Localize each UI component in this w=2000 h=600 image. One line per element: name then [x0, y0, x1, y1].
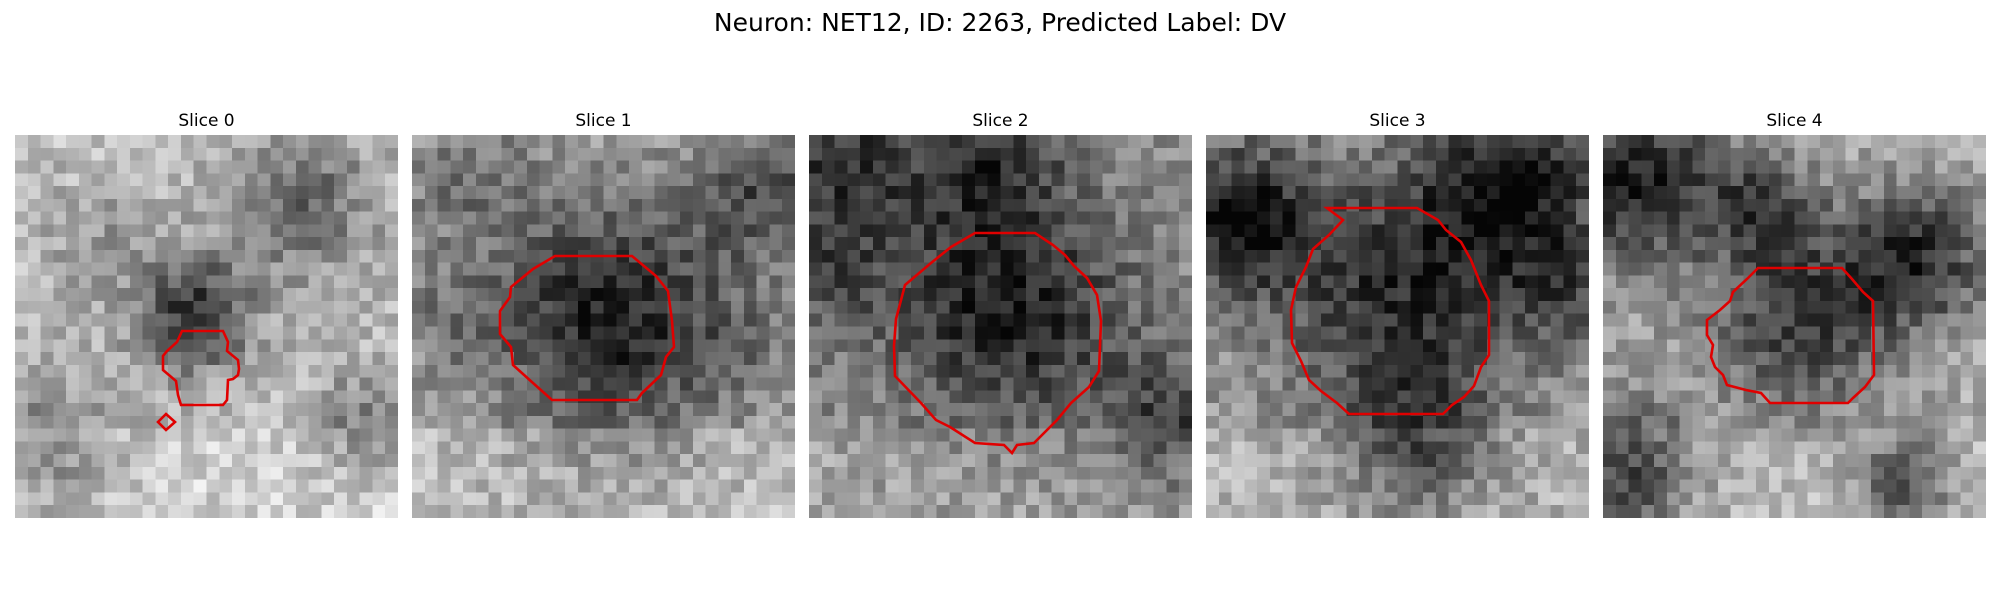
roi-outline [161, 329, 241, 407]
slice-panel-3: Slice 3 [1206, 110, 1589, 518]
slice-title: Slice 0 [178, 111, 235, 131]
figure-title: Neuron: NET12, ID: 2263, Predicted Label… [713, 8, 1287, 37]
slice-title: Slice 4 [1766, 111, 1823, 131]
roi-outline-small [156, 412, 177, 432]
roi-contour [1289, 206, 1491, 416]
roi-outline [1289, 206, 1491, 416]
slice-panel-2: Slice 2 [809, 110, 1192, 518]
roi-contour [156, 329, 241, 432]
roi-contour [498, 254, 676, 402]
slice-panel-4: Slice 4 [1603, 110, 1986, 518]
slice-title: Slice 1 [575, 111, 632, 131]
slice-image [15, 135, 398, 518]
roi-outline [1705, 266, 1876, 405]
roi-contour [892, 231, 1103, 456]
roi-outline [892, 231, 1103, 456]
slice-panel-0: Slice 0 [15, 110, 398, 518]
slice-image [1206, 135, 1589, 518]
slice-image [1603, 135, 1986, 518]
roi-outline [498, 254, 676, 402]
roi-contour [1705, 266, 1876, 405]
slice-title: Slice 3 [1369, 111, 1426, 131]
slice-panel-1: Slice 1 [412, 110, 795, 518]
slice-title: Slice 2 [972, 111, 1029, 131]
slice-image [809, 135, 1192, 518]
slice-image [412, 135, 795, 518]
